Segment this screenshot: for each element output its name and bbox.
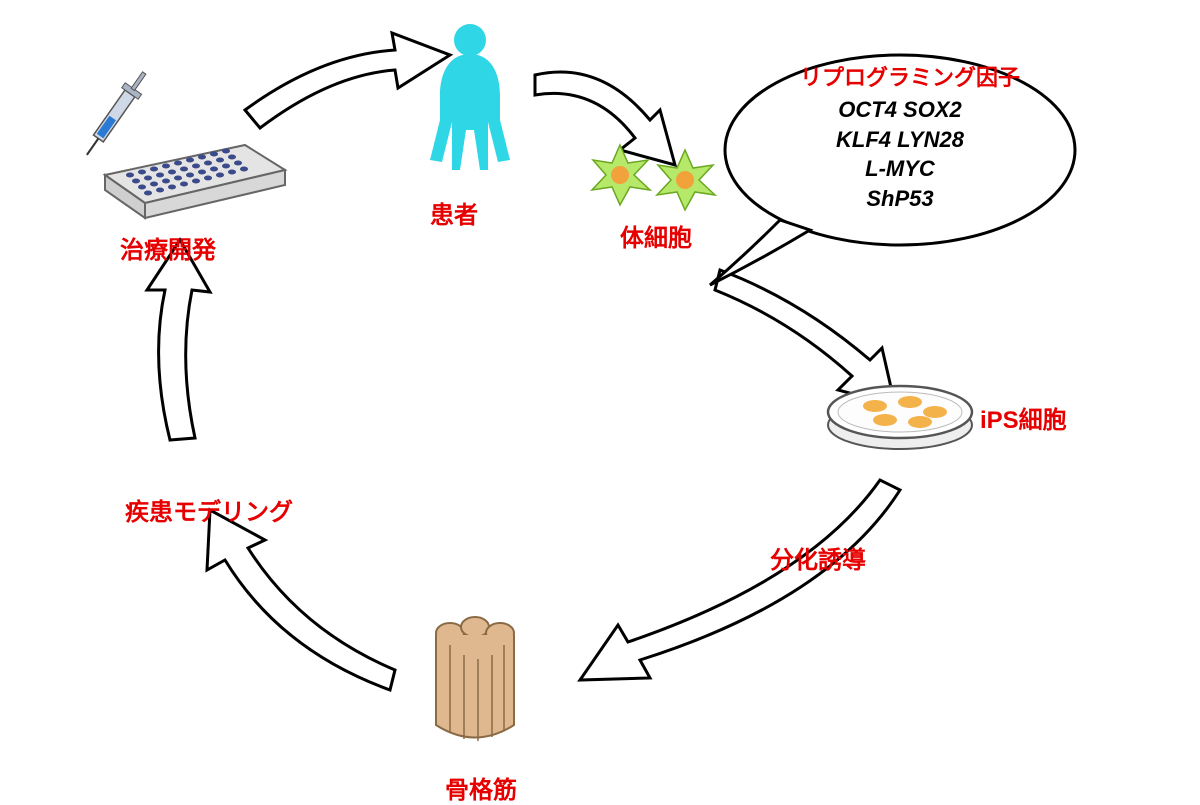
label-modeling: 疾患モデリング	[125, 492, 293, 527]
ips-dish-icon	[828, 386, 972, 449]
arrow-somatic-to-ips	[715, 270, 895, 405]
human-icon	[430, 24, 510, 170]
label-therapy: 治療開発	[120, 230, 216, 265]
factor-gene-line: L-MYC	[800, 154, 1000, 184]
arrow-ips-to-muscle	[580, 480, 900, 680]
factor-genes: OCT4 SOX2 KLF4 LYN28 L-MYC ShP53	[800, 95, 1000, 214]
arrow-muscle-to-modeling	[207, 510, 395, 690]
label-somatic: 体細胞	[620, 218, 692, 253]
muscle-icon	[436, 617, 514, 741]
label-differentiation: 分化誘導	[770, 540, 866, 575]
arrow-therapy-to-patient	[245, 33, 450, 128]
arrow-patient-to-somatic	[535, 72, 675, 165]
factor-gene-line: ShP53	[800, 184, 1000, 214]
label-patient: 患者	[430, 195, 478, 230]
factor-gene-line: OCT4 SOX2	[800, 95, 1000, 125]
factor-title: リプログラミング因子	[800, 60, 1020, 92]
label-ips: iPS細胞	[980, 400, 1067, 435]
factor-gene-line: KLF4 LYN28	[800, 125, 1000, 155]
arrow-modeling-to-therapy	[147, 240, 210, 440]
therapy-plate-icon	[79, 67, 285, 218]
